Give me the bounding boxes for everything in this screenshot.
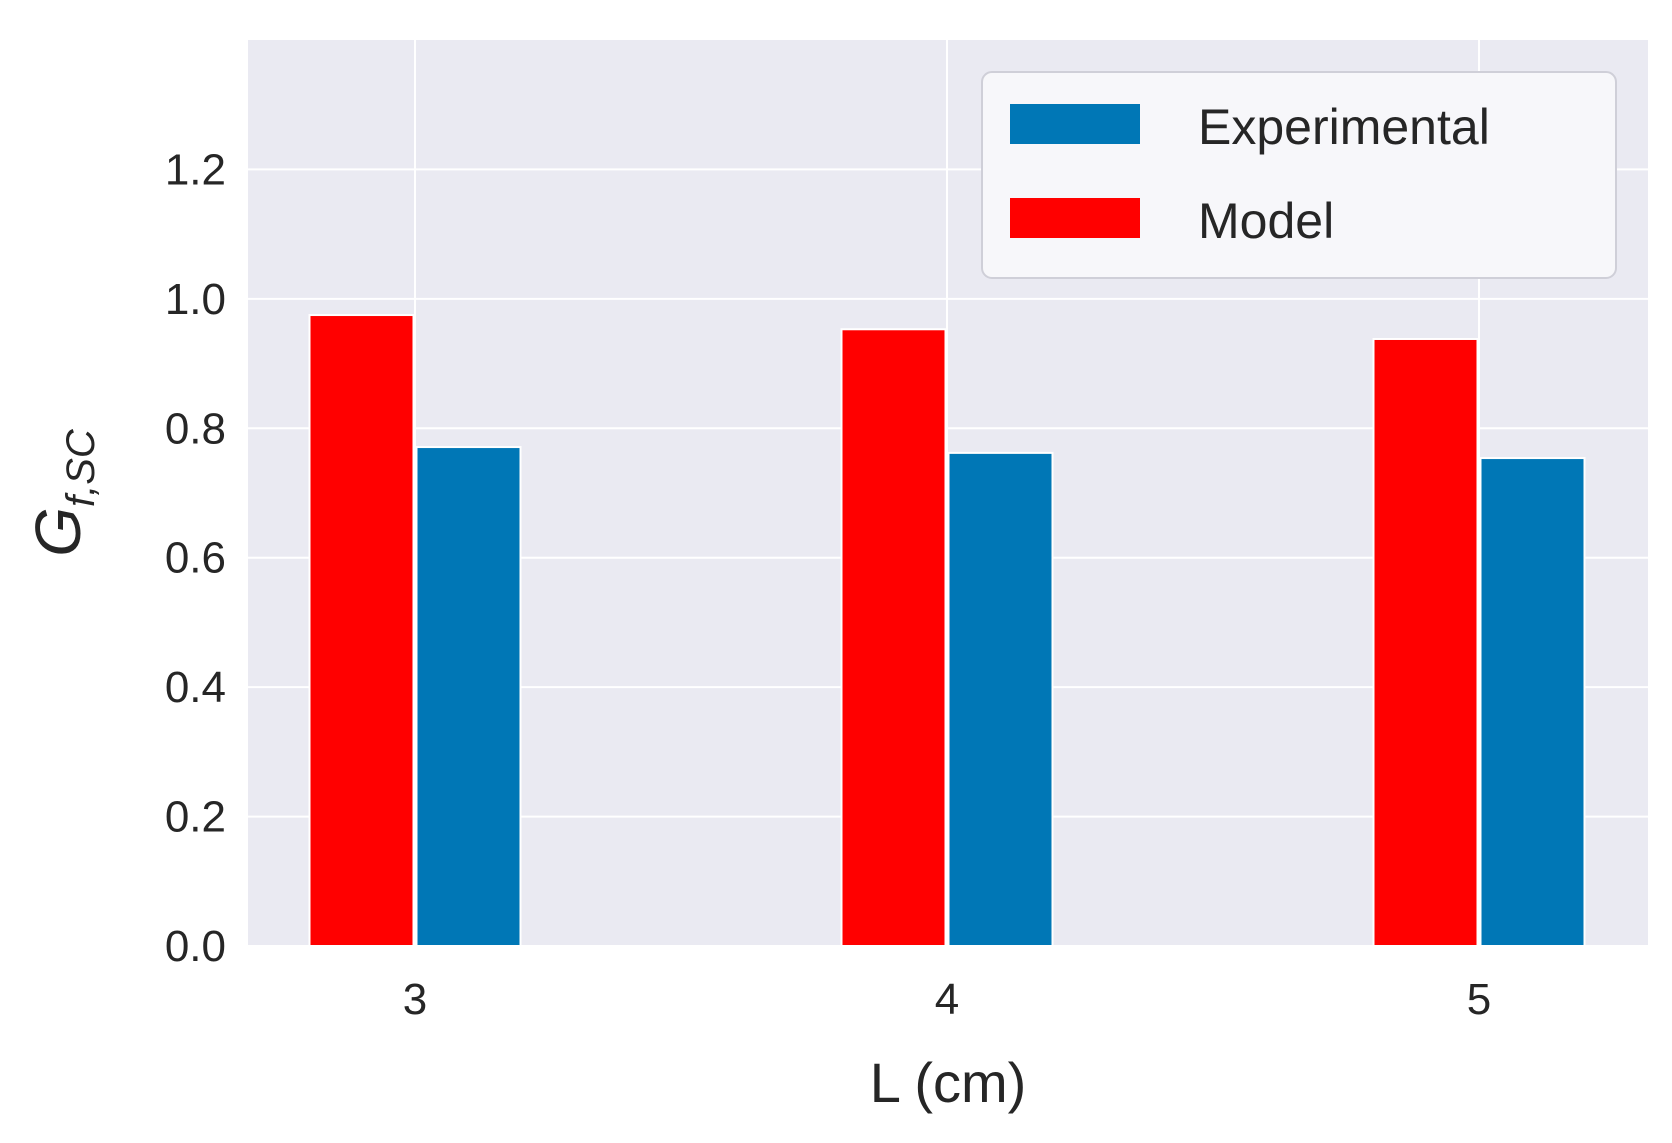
- x-tick-label-3: 3: [403, 975, 427, 1024]
- bars: [308, 314, 1586, 948]
- y-tick-label-0.4: 0.4: [165, 663, 226, 712]
- bar-experimental-4: [947, 451, 1054, 947]
- y-tick-label-1.2: 1.2: [165, 145, 226, 194]
- y-axis-label-subscript: f,SC: [59, 428, 103, 507]
- y-tick-label-0.8: 0.8: [165, 404, 226, 453]
- legend-swatch-experimental: [1010, 104, 1140, 144]
- y-axis-label: Gf,SC: [22, 428, 103, 557]
- x-axis-label: L (cm): [870, 1051, 1027, 1114]
- bar-model-4: [840, 328, 947, 948]
- legend: Experimental Model: [981, 71, 1617, 279]
- legend-label-model: Model: [1198, 193, 1334, 249]
- y-axis-label-base: G: [22, 507, 94, 557]
- y-tick-label-0.0: 0.0: [165, 922, 226, 971]
- y-axis-ticks: 0.0 0.2 0.4 0.6 0.8 1.0 1.2: [165, 145, 226, 971]
- y-tick-label-0.6: 0.6: [165, 534, 226, 583]
- bar-model-5: [1372, 337, 1479, 948]
- legend-swatch-model: [1010, 198, 1140, 238]
- x-axis-ticks: 3 4 5: [403, 975, 1491, 1024]
- x-tick-label-5: 5: [1467, 975, 1491, 1024]
- x-tick-label-4: 4: [935, 975, 959, 1024]
- legend-box: [981, 71, 1617, 279]
- legend-label-experimental: Experimental: [1198, 99, 1490, 155]
- bar-experimental-3: [415, 446, 522, 947]
- y-tick-label-0.2: 0.2: [165, 793, 226, 842]
- y-tick-label-1.0: 1.0: [165, 275, 226, 324]
- bar-experimental-5: [1479, 457, 1586, 947]
- bar-model-3: [308, 314, 415, 947]
